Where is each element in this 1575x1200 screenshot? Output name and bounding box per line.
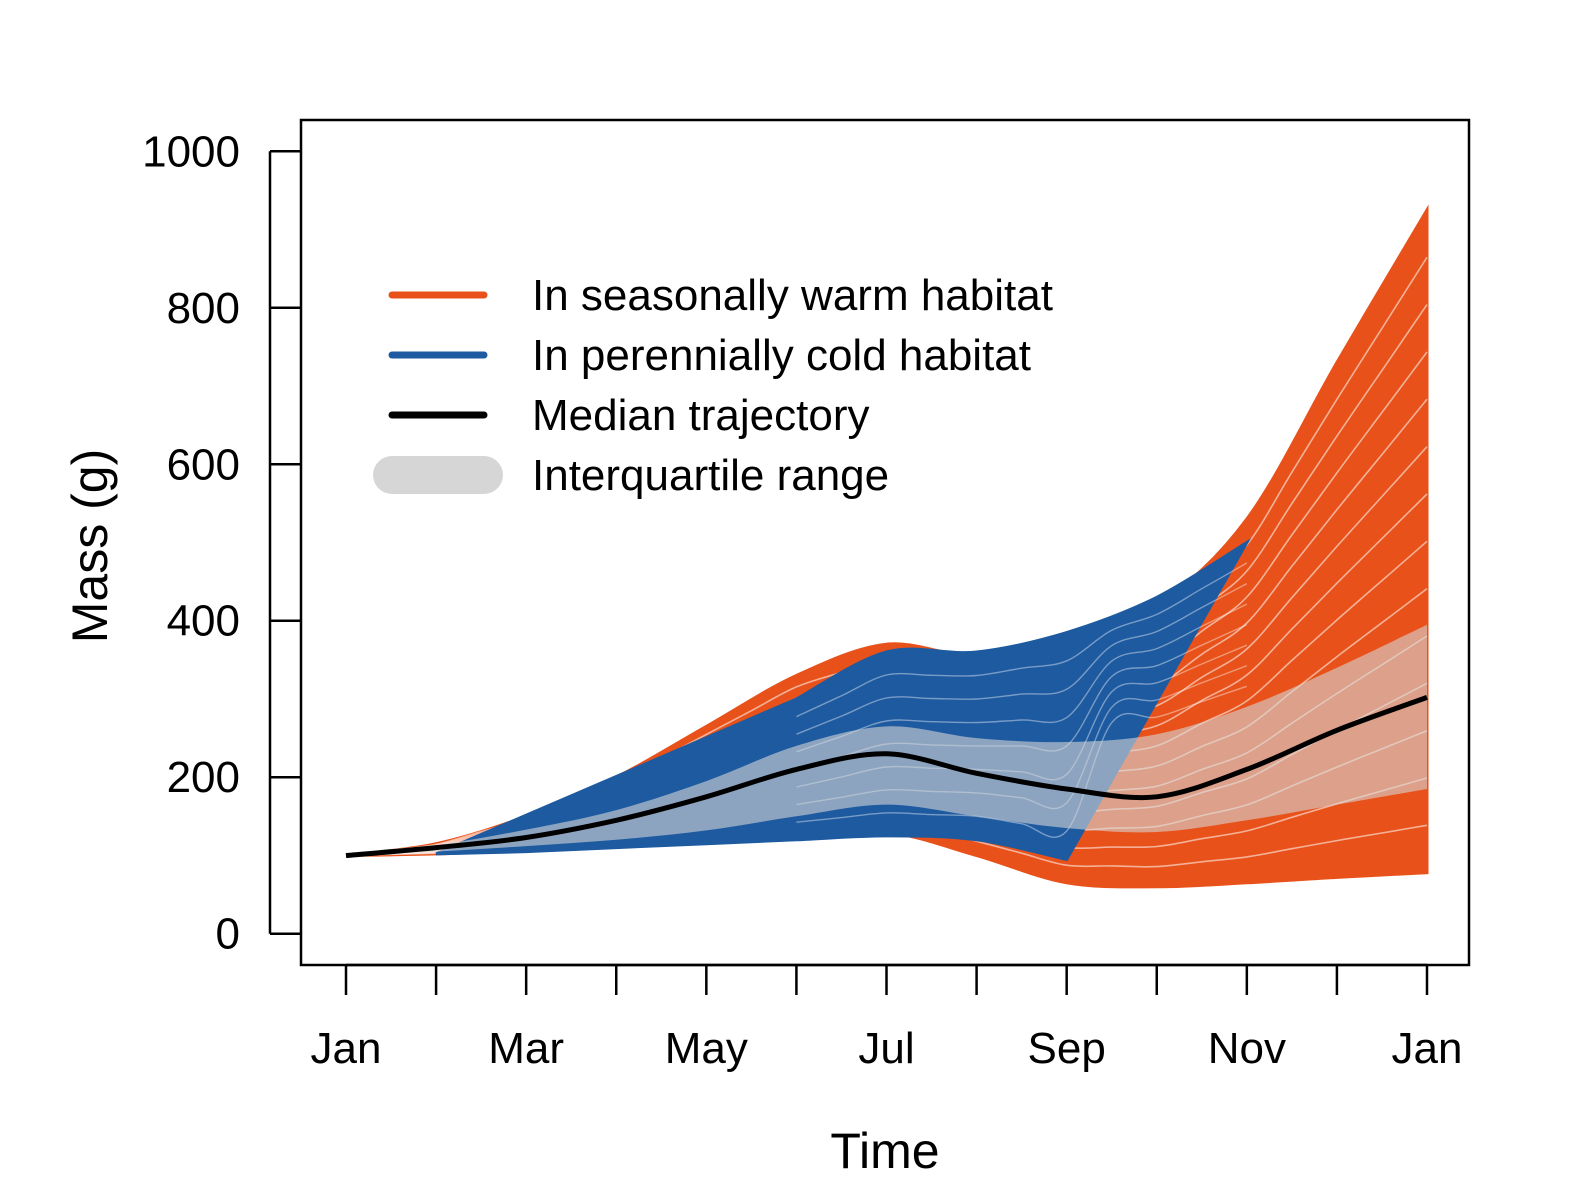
y-tick-label: 400: [167, 597, 240, 646]
x-axis-title: Time: [830, 1123, 939, 1179]
x-tick-label: Sep: [1028, 1024, 1106, 1073]
legend-label-iqr: Interquartile range: [532, 451, 889, 500]
x-tick-label: Mar: [488, 1024, 564, 1073]
cold-gap-line: [796, 582, 1248, 735]
x-tick-label: Nov: [1208, 1024, 1286, 1073]
legend-label-median: Median trajectory: [532, 391, 869, 440]
cold-gap-line: [796, 685, 1248, 838]
y-axis: 0 200 400 600 800 1000: [142, 127, 301, 959]
x-tick-label: May: [665, 1024, 748, 1073]
y-tick-label: 0: [216, 910, 240, 959]
y-axis-title: Mass (g): [62, 449, 118, 643]
x-tick-label: Jul: [858, 1024, 914, 1073]
legend-label-cold: In perennially cold habitat: [532, 331, 1031, 380]
y-tick-label: 800: [167, 284, 240, 333]
y-tick-label: 1000: [142, 127, 240, 176]
cold-gap-line: [796, 603, 1248, 753]
median-line: [345, 695, 1428, 858]
x-tick-label: Jan: [1392, 1024, 1463, 1073]
plot-area: [345, 204, 1429, 889]
y-tick-label: 600: [167, 440, 240, 489]
y-tick-label: 200: [167, 753, 240, 802]
cold-gap-line: [796, 562, 1248, 718]
legend-label-warm: In seasonally warm habitat: [532, 271, 1053, 320]
x-axis: Jan Mar May Jul Sep Nov Jan: [311, 963, 1463, 1073]
legend: In seasonally warm habitat In perennially…: [373, 271, 1053, 500]
x-tick-label: Jan: [311, 1024, 382, 1073]
